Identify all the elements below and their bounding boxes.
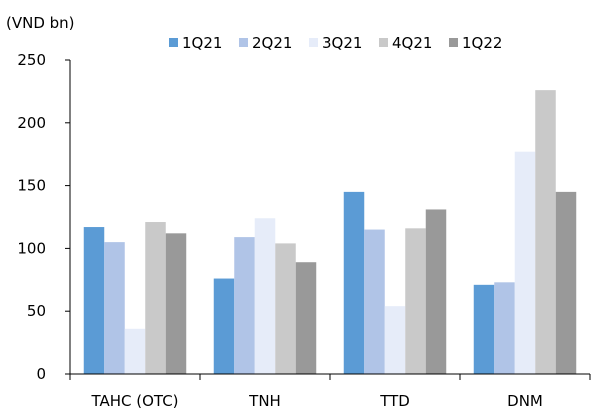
legend-swatch-3q21 <box>309 38 318 47</box>
bar-2q21-tahc-otc <box>104 242 125 374</box>
axes-group <box>65 59 591 380</box>
legend-label-1q21: 1Q21 <box>182 34 222 52</box>
bar-1q21-ttd <box>343 191 365 374</box>
bar-1q22-tnh <box>295 262 317 374</box>
y-tick-label: 100 <box>17 239 46 257</box>
bar-1q22-tahc-otc <box>165 233 187 374</box>
bar-3q21-tahc-otc <box>124 328 146 374</box>
x-category-label: DNM <box>507 392 543 410</box>
y-tick-label: 50 <box>27 302 46 320</box>
bar-4q21-tnh <box>275 243 296 374</box>
bar-2q21-dnm <box>494 282 515 374</box>
bar-2q21-ttd <box>364 229 385 374</box>
legend-swatch-4q21 <box>379 38 388 47</box>
bar-4q21-dnm <box>535 90 556 375</box>
bar-1q21-tnh <box>213 278 235 374</box>
bar-3q21-ttd <box>384 306 406 374</box>
x-category-labels: TAHC (OTC) TNH TTD DNM <box>90 392 542 410</box>
bar-1q22-ttd <box>425 209 447 374</box>
y-tick-label: 150 <box>17 177 46 195</box>
bar-3q21-tnh <box>254 218 276 374</box>
legend-label-3q21: 3Q21 <box>322 34 362 52</box>
x-category-label: TNH <box>248 392 281 410</box>
legend-swatch-1q22 <box>449 38 458 47</box>
legend-swatch-2q21 <box>239 38 248 47</box>
legend: 1Q21 2Q21 3Q21 4Q21 1Q22 <box>169 34 502 52</box>
y-tick-label: 0 <box>36 365 46 383</box>
bars-group <box>83 90 577 375</box>
bar-2q21-tnh <box>234 237 255 374</box>
bar-4q21-tahc-otc <box>145 222 166 374</box>
legend-label-1q22: 1Q22 <box>462 34 502 52</box>
bar-1q21-tahc-otc <box>83 227 105 374</box>
x-category-label: TAHC (OTC) <box>90 392 178 410</box>
bar-3q21-dnm <box>514 151 536 374</box>
bar-4q21-ttd <box>405 228 426 374</box>
bar-1q21-dnm <box>473 284 495 374</box>
y-axis-unit-label: (VND bn) <box>6 14 75 32</box>
bar-1q22-dnm <box>555 191 577 374</box>
legend-label-4q21: 4Q21 <box>392 34 432 52</box>
y-tick-label: 250 <box>17 51 46 69</box>
y-tick-labels: 0 50 100 150 200 250 <box>17 51 46 383</box>
y-tick-label: 200 <box>17 114 46 132</box>
legend-swatch-1q21 <box>169 38 178 47</box>
x-category-label: TTD <box>379 392 410 410</box>
legend-label-2q21: 2Q21 <box>252 34 292 52</box>
